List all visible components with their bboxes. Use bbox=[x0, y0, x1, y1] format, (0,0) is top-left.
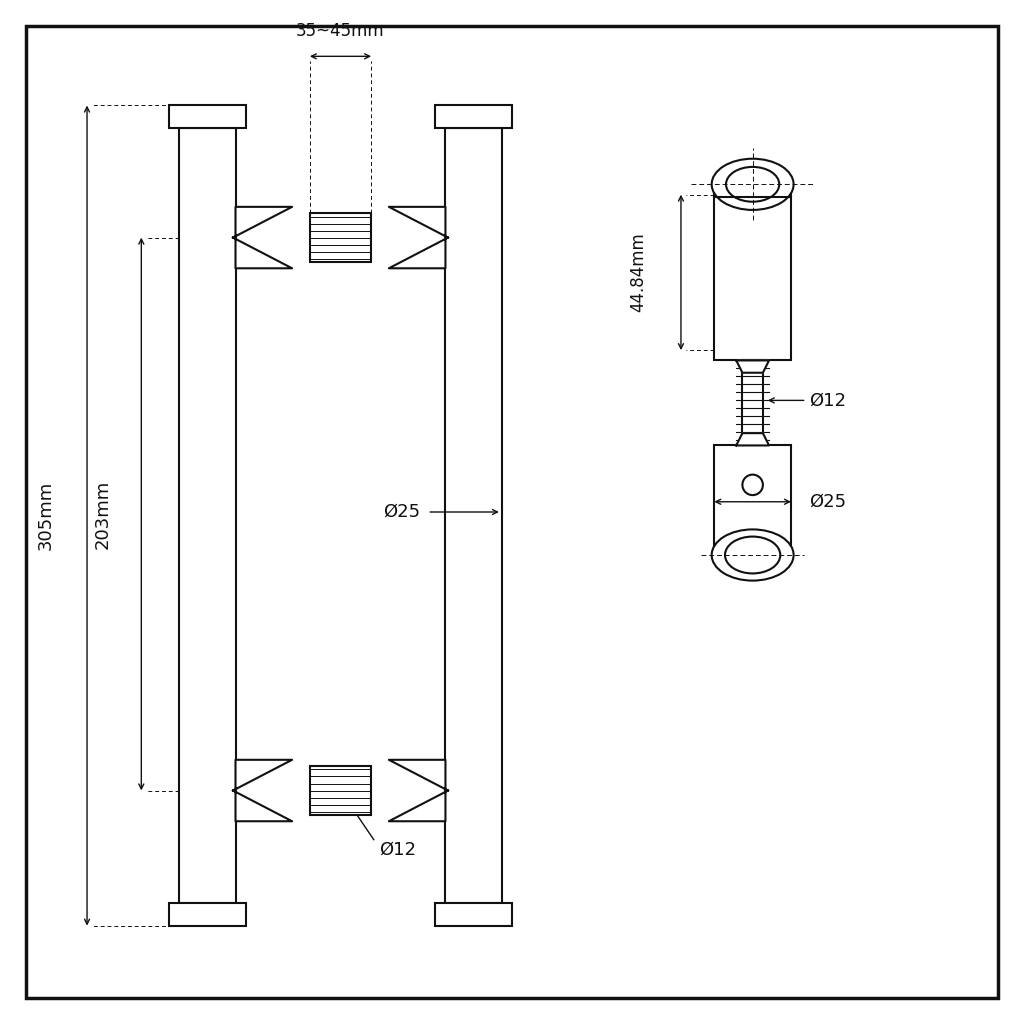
Bar bbox=[169, 105, 246, 128]
Text: 35~45mm: 35~45mm bbox=[296, 22, 385, 40]
Bar bbox=[715, 445, 791, 555]
Bar bbox=[435, 903, 512, 926]
Polygon shape bbox=[233, 207, 292, 268]
Text: 44.84mm: 44.84mm bbox=[629, 232, 647, 312]
Text: Ø25: Ø25 bbox=[809, 493, 846, 511]
Text: Ø12: Ø12 bbox=[809, 391, 846, 410]
Polygon shape bbox=[389, 760, 449, 821]
Text: Ø25: Ø25 bbox=[383, 503, 420, 521]
Polygon shape bbox=[389, 207, 449, 268]
Bar bbox=[715, 184, 791, 360]
Bar bbox=[309, 213, 372, 262]
Text: 203mm: 203mm bbox=[93, 479, 112, 549]
Text: 305mm: 305mm bbox=[37, 481, 55, 550]
Ellipse shape bbox=[712, 529, 794, 581]
Text: Ø12: Ø12 bbox=[379, 841, 416, 859]
Bar bbox=[742, 360, 763, 440]
Circle shape bbox=[742, 475, 763, 496]
Bar bbox=[435, 105, 512, 128]
Ellipse shape bbox=[726, 167, 779, 202]
Bar bbox=[309, 766, 372, 815]
Polygon shape bbox=[736, 433, 769, 445]
Polygon shape bbox=[736, 360, 769, 373]
Ellipse shape bbox=[712, 159, 794, 210]
Bar bbox=[179, 128, 236, 903]
Ellipse shape bbox=[725, 537, 780, 573]
Bar bbox=[169, 903, 246, 926]
Bar bbox=[445, 128, 502, 903]
Polygon shape bbox=[233, 760, 292, 821]
